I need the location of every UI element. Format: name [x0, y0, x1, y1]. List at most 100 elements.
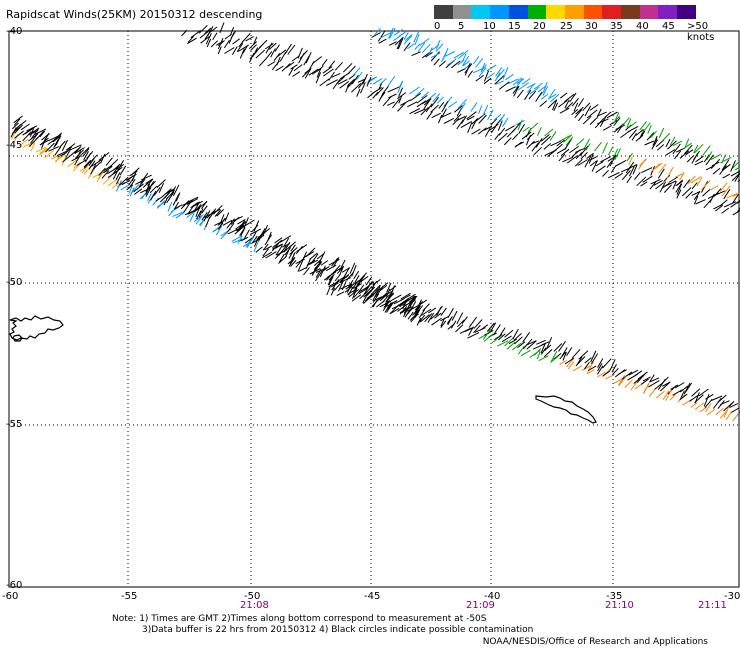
wind-barb [578, 113, 585, 122]
wind-barb [256, 43, 264, 52]
wind-barb [427, 312, 435, 323]
wind-barb [432, 93, 441, 103]
wind-barb [468, 316, 478, 328]
wind-barb [669, 393, 677, 401]
wind-barb [315, 267, 328, 273]
wind-barb [279, 235, 292, 243]
wind-barb [558, 99, 568, 108]
legend-swatch [527, 5, 547, 19]
wind-barb [687, 175, 696, 184]
wind-barb [389, 27, 396, 39]
wind-barb [371, 86, 382, 95]
wind-barb [121, 179, 131, 186]
wind-barb [590, 350, 597, 363]
wind-barb [231, 235, 243, 242]
wind-barb [276, 49, 287, 58]
wind-barb [67, 159, 78, 168]
wind-barb [351, 83, 362, 93]
wind-barb [599, 115, 607, 127]
wind-barb [90, 163, 97, 175]
wind-barb [471, 128, 481, 135]
wind-barb [190, 29, 202, 39]
wind-barb [212, 204, 223, 215]
time-label: 21:08 [240, 600, 269, 611]
wind-barb [498, 113, 506, 123]
wind-barb [81, 165, 88, 174]
wind-barb [618, 374, 626, 386]
wind-barb [331, 72, 341, 78]
wind-barb [388, 41, 397, 46]
wind-barb [537, 85, 546, 93]
wind-barb [693, 144, 699, 154]
wind-barb [621, 169, 631, 181]
wind-barb [691, 182, 698, 190]
wind-barb [483, 70, 490, 82]
wind-barb [472, 68, 483, 74]
legend-label: 10 [483, 21, 496, 32]
wind-barb [477, 127, 487, 135]
wind-barb [527, 83, 535, 93]
wind-barb [462, 55, 470, 67]
wind-barb [417, 42, 426, 53]
wind-barb [39, 147, 48, 155]
wind-barb [591, 160, 598, 172]
wind-barb [497, 132, 508, 142]
wind-barb [709, 193, 715, 203]
wind-barb [295, 258, 303, 268]
wind-barb [693, 143, 704, 154]
wind-barb [571, 348, 581, 359]
wind-barb [602, 370, 611, 377]
wind-barb [533, 348, 542, 356]
legend-label: >50 knots [687, 21, 715, 43]
wind-barb [332, 79, 341, 90]
wind-barb [172, 211, 185, 218]
wind-barb [663, 180, 677, 187]
wind-barb [464, 63, 471, 76]
wind-barb [504, 329, 514, 338]
wind-barb [713, 188, 722, 198]
wind-barb [362, 292, 369, 304]
wind-barb [265, 251, 277, 259]
wind-barb [399, 298, 409, 308]
wind-barb [610, 165, 617, 173]
wind-barb [215, 225, 223, 236]
wind-barb [22, 131, 32, 142]
wind-barb [691, 388, 701, 397]
wind-barb [665, 138, 671, 148]
wind-barb [88, 160, 96, 170]
wind-barb [204, 27, 212, 34]
wind-barb [705, 393, 714, 400]
wind-barb [322, 265, 330, 272]
wind-barb [338, 280, 344, 292]
wind-barb [309, 252, 318, 260]
wind-barb [553, 102, 559, 112]
wind-barb [357, 78, 366, 83]
wind-barb [163, 192, 170, 199]
wind-barb [189, 213, 195, 222]
wind-barb [561, 347, 568, 357]
wind-barb [362, 73, 368, 85]
wind-barb [351, 74, 359, 85]
wind-barb [650, 163, 661, 173]
falkland-islands [9, 315, 64, 342]
wind-barb [702, 188, 711, 197]
wind-barb [352, 67, 361, 76]
wind-barb [378, 38, 387, 44]
wind-barb [496, 68, 505, 79]
wind-barb [597, 371, 606, 378]
wind-barb [388, 27, 394, 39]
wind-barb [39, 137, 49, 146]
wind-barb [444, 51, 455, 57]
wind-barb [270, 48, 276, 58]
wind-barb [647, 125, 652, 134]
legend-swatch [621, 5, 640, 19]
wind-barb [155, 195, 164, 202]
wind-barb [721, 185, 731, 197]
wind-barb [397, 38, 404, 50]
wind-barb [409, 295, 415, 305]
wind-barb [205, 33, 212, 45]
wind-barb [227, 228, 239, 235]
wind-barb [471, 118, 479, 125]
wind-barb [356, 71, 363, 80]
wind-barb [528, 90, 537, 100]
